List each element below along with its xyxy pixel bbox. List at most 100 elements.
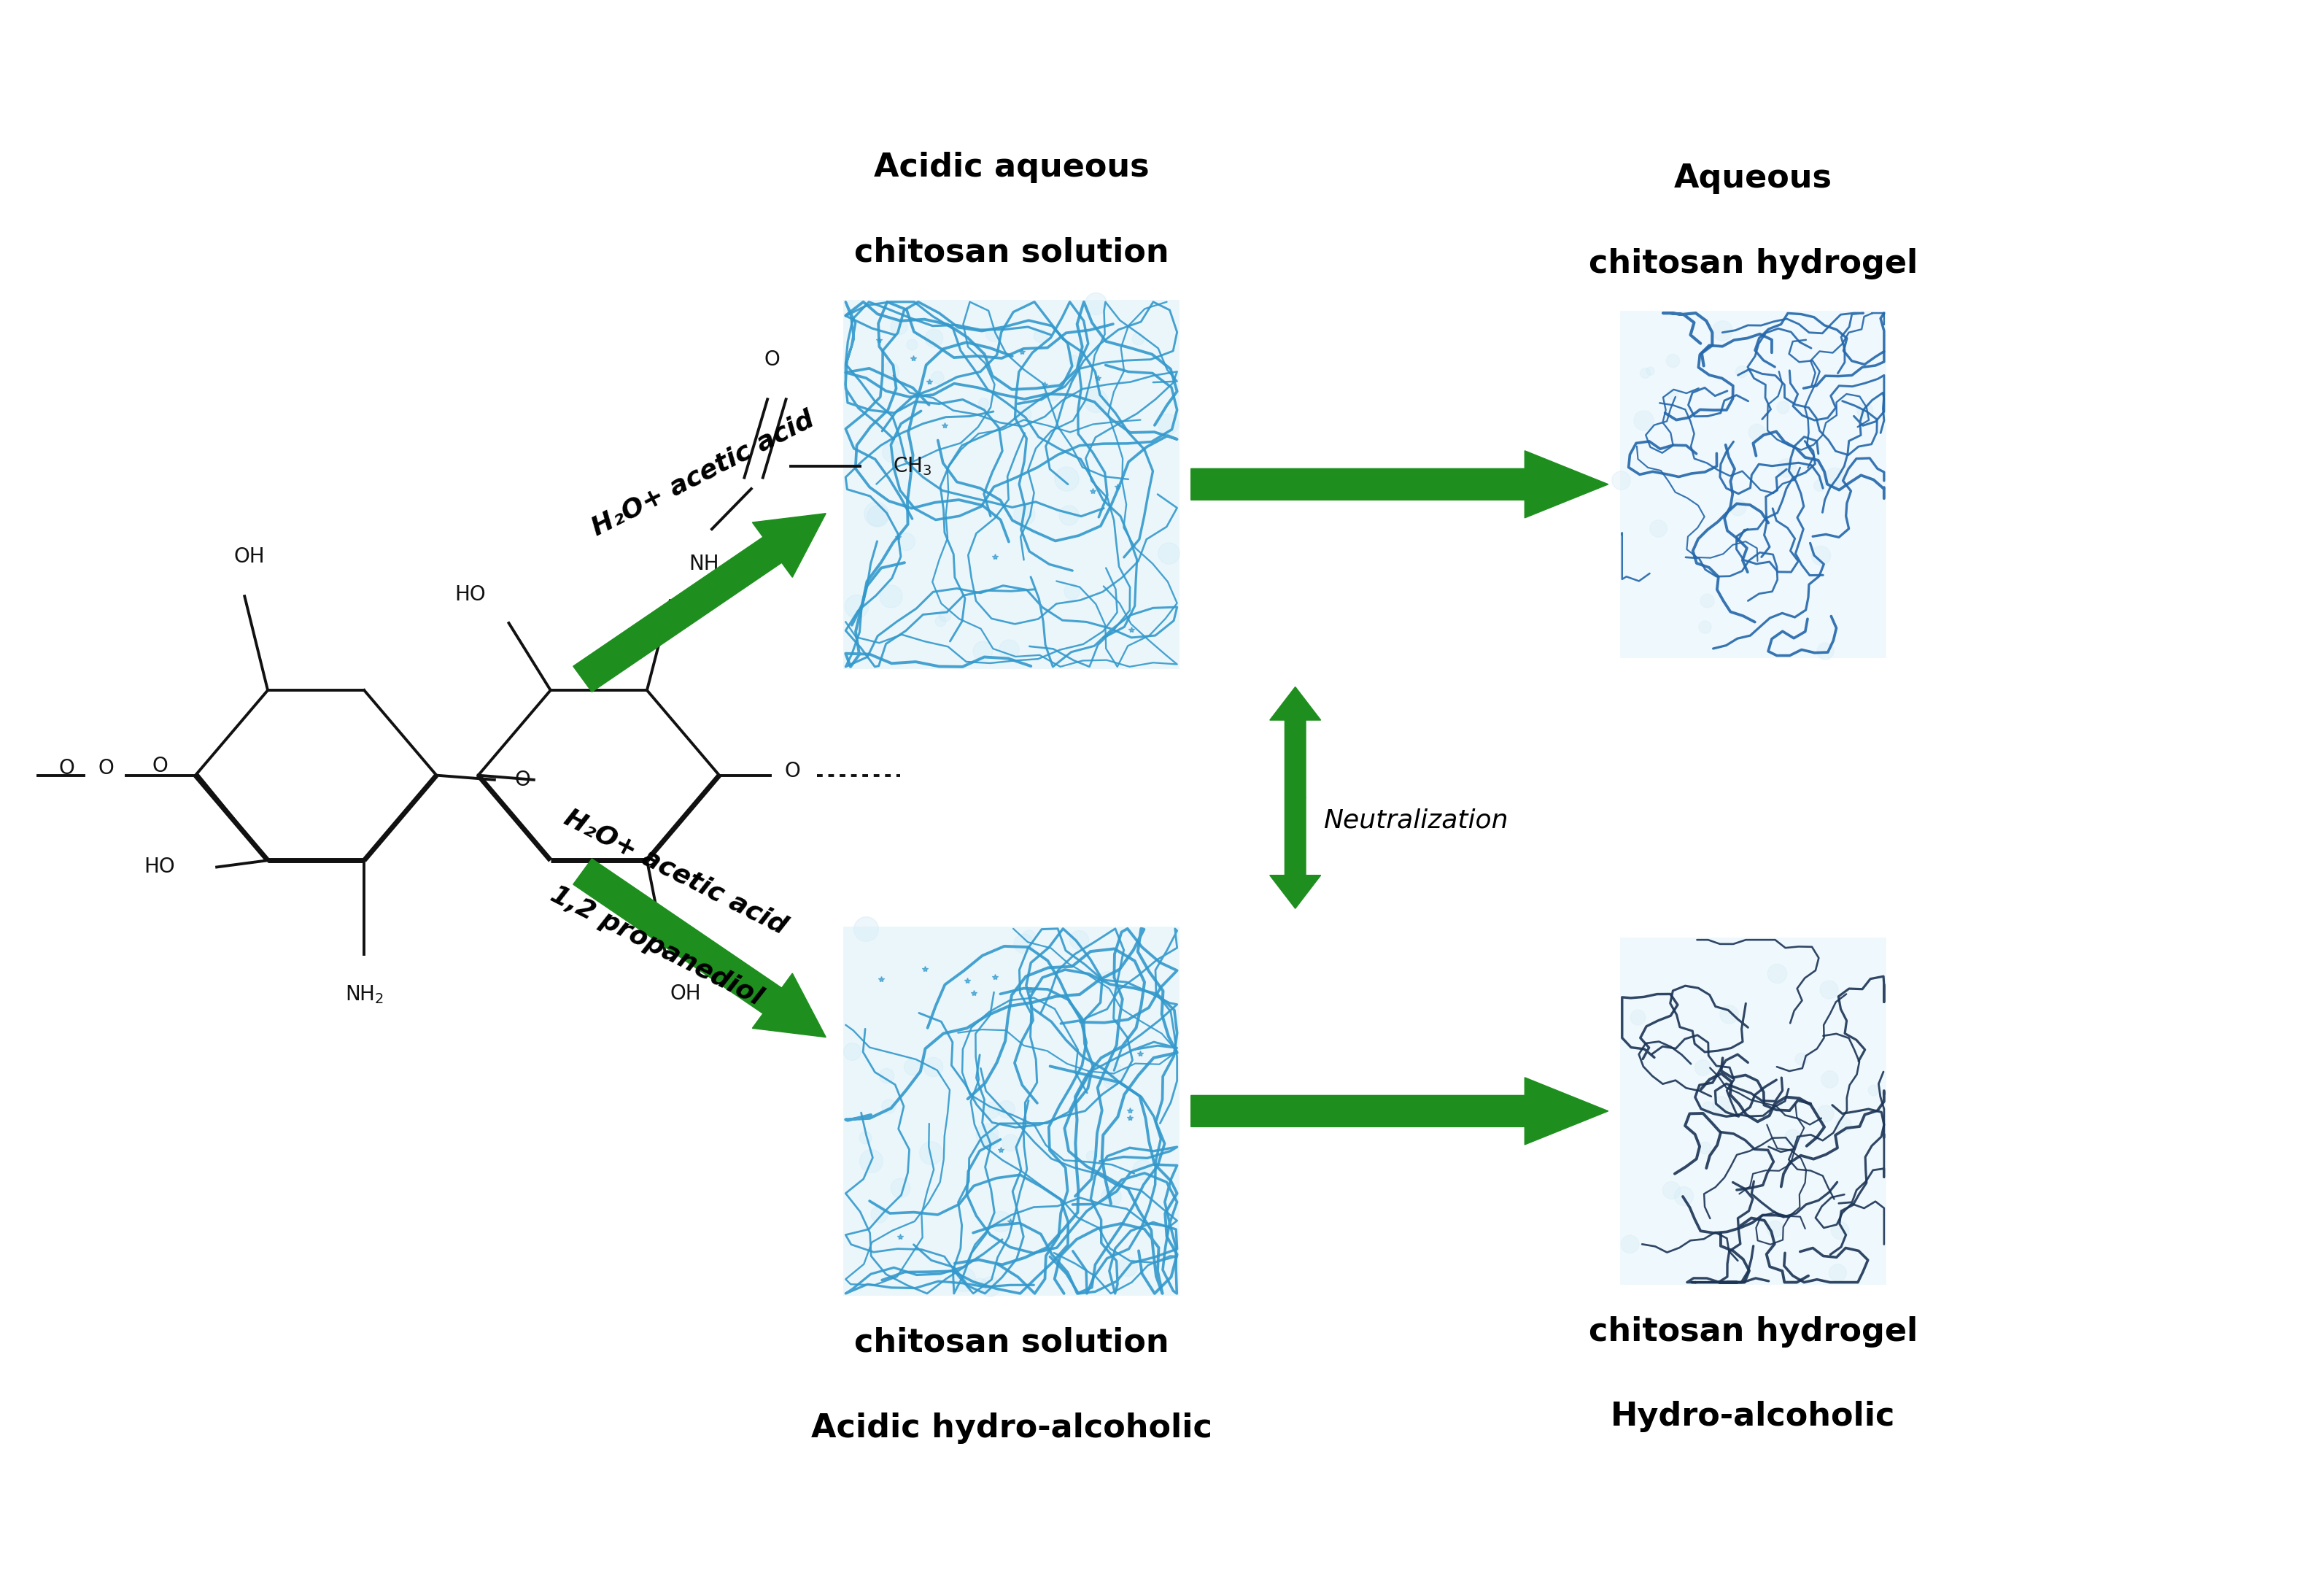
Point: [860, 1202, 897, 1227]
Point: [1722, 359, 1759, 384]
Point: [1701, 1092, 1738, 1117]
Point: [964, 639, 1002, 664]
Point: [962, 1273, 999, 1298]
Polygon shape: [1269, 687, 1320, 798]
Text: HO: HO: [144, 857, 174, 878]
Point: [869, 1093, 906, 1118]
Point: [976, 321, 1013, 346]
Text: O: O: [514, 769, 530, 790]
Point: [1757, 1216, 1794, 1241]
FancyBboxPatch shape: [1620, 938, 1887, 1285]
Text: O: O: [58, 758, 74, 779]
Point: [983, 1208, 1020, 1233]
Point: [1006, 502, 1043, 527]
Text: O: O: [783, 761, 799, 782]
Point: [1664, 1183, 1701, 1208]
Point: [1690, 1095, 1727, 1120]
Point: [1824, 1112, 1862, 1137]
Point: [971, 1128, 1009, 1153]
Point: [1810, 1066, 1848, 1092]
Point: [918, 365, 955, 390]
Text: chitosan hydrogel: chitosan hydrogel: [1590, 1317, 1917, 1346]
Point: [1088, 967, 1125, 993]
Point: [1631, 357, 1669, 382]
Point: [1803, 543, 1841, 568]
Point: [1023, 322, 1060, 348]
Point: [1120, 326, 1157, 351]
Point: [990, 637, 1027, 662]
Point: [1076, 291, 1113, 316]
Text: Hydro-alcoholic: Hydro-alcoholic: [1611, 1402, 1896, 1433]
Point: [1815, 464, 1852, 489]
Point: [892, 332, 930, 357]
Point: [1004, 401, 1041, 426]
Text: O: O: [98, 758, 114, 779]
Point: [1638, 516, 1676, 541]
FancyBboxPatch shape: [844, 926, 1178, 1296]
Point: [1738, 420, 1776, 445]
Point: [853, 1148, 890, 1173]
Point: [1627, 360, 1664, 385]
Point: [927, 602, 964, 628]
Point: [964, 390, 1002, 415]
Point: [1034, 379, 1071, 404]
Point: [1109, 1254, 1146, 1279]
Polygon shape: [574, 859, 825, 1037]
Text: O: O: [151, 757, 167, 777]
Point: [1687, 1136, 1724, 1161]
Point: [1004, 931, 1041, 956]
Point: [1685, 1054, 1722, 1079]
Point: [1076, 389, 1113, 414]
Point: [1806, 1101, 1843, 1126]
Point: [848, 915, 885, 941]
Point: [1048, 466, 1085, 491]
Point: [1801, 472, 1838, 497]
Point: [1855, 1078, 1892, 1103]
FancyBboxPatch shape: [844, 299, 1178, 669]
Point: [920, 609, 957, 634]
Point: [1783, 1046, 1820, 1071]
Point: [1764, 395, 1801, 420]
Text: H₂O+ acetic acid: H₂O+ acetic acid: [588, 406, 818, 540]
Point: [1769, 455, 1806, 480]
Point: [860, 503, 897, 529]
Point: [834, 1038, 871, 1063]
Point: [1050, 502, 1088, 527]
Text: HO: HO: [456, 585, 486, 606]
Point: [1092, 1070, 1129, 1095]
Point: [1845, 398, 1882, 423]
Point: [871, 584, 909, 609]
Point: [888, 529, 925, 554]
Text: 1,2 propanediol: 1,2 propanediol: [546, 882, 767, 1010]
FancyBboxPatch shape: [1620, 311, 1887, 658]
Text: chitosan solution: chitosan solution: [853, 1328, 1169, 1359]
Text: chitosan solution: chitosan solution: [853, 238, 1169, 269]
Text: Acidic aqueous: Acidic aqueous: [874, 153, 1148, 182]
Point: [1655, 381, 1692, 406]
Point: [881, 1175, 918, 1200]
Point: [911, 1140, 948, 1166]
Point: [969, 1122, 1006, 1147]
Point: [1148, 412, 1185, 437]
Point: [1773, 1125, 1810, 1150]
Point: [1601, 467, 1638, 492]
Point: [1820, 1260, 1857, 1285]
Point: [913, 1054, 951, 1079]
Point: [892, 1054, 930, 1079]
Point: [1710, 1002, 1748, 1027]
Text: OH: OH: [235, 547, 265, 568]
Text: CH$_3$: CH$_3$: [892, 456, 932, 477]
Point: [1687, 613, 1724, 639]
Point: [1011, 923, 1048, 949]
Text: Acidic hydro-alcoholic: Acidic hydro-alcoholic: [811, 1413, 1211, 1444]
Point: [1703, 318, 1741, 343]
Point: [1720, 494, 1757, 519]
Point: [874, 439, 911, 464]
Polygon shape: [1269, 798, 1320, 909]
Point: [1060, 926, 1097, 952]
Point: [1125, 1158, 1162, 1183]
Point: [1652, 1178, 1690, 1203]
Text: NH: NH: [688, 554, 718, 574]
Point: [1055, 348, 1092, 373]
Point: [992, 1129, 1030, 1155]
